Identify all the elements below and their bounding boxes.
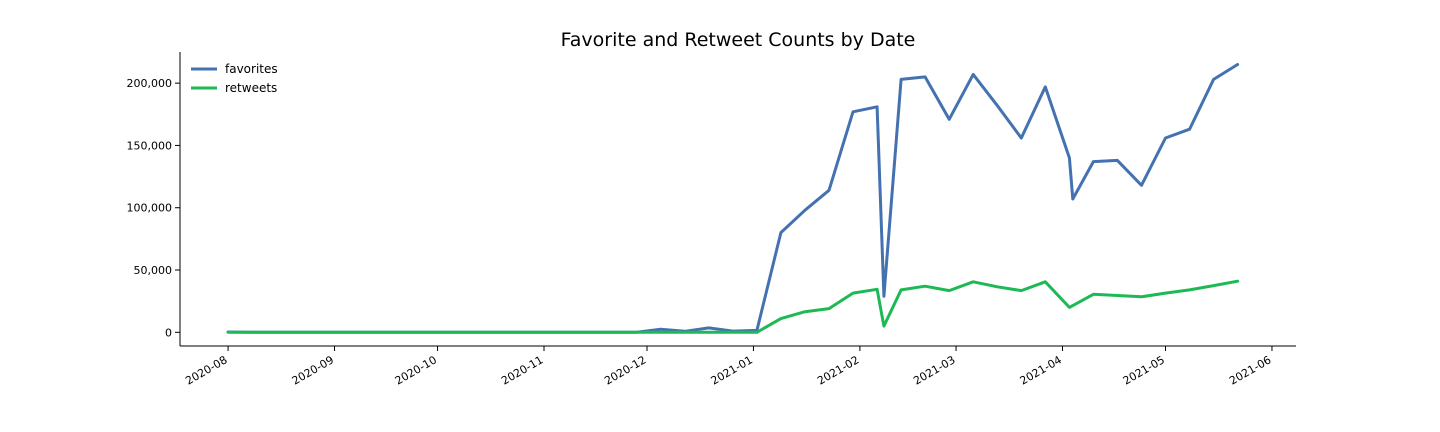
x-tick-label: 2021-02 xyxy=(815,353,861,387)
x-tick-label: 2020-12 xyxy=(602,353,648,387)
y-axis-ticks: 0 50,000 100,000 150,000 200,000 xyxy=(127,77,180,339)
y-tick-label: 200,000 xyxy=(127,77,173,90)
x-tick-label: 2020-11 xyxy=(499,353,545,387)
series-line-favorites xyxy=(226,63,1240,334)
x-tick-label: 2021-06 xyxy=(1227,353,1273,387)
x-tick-label: 2021-03 xyxy=(911,353,957,387)
x-tick-label: 2021-05 xyxy=(1121,353,1167,387)
x-tick-label: 2020-10 xyxy=(393,353,439,387)
x-tick-label: 2021-04 xyxy=(1018,353,1064,387)
legend: favorites retweets xyxy=(191,62,278,95)
chart-title: Favorite and Retweet Counts by Date xyxy=(561,29,916,51)
legend-label-retweets: retweets xyxy=(225,81,277,95)
y-tick-label: 100,000 xyxy=(127,202,173,215)
y-tick-label: 50,000 xyxy=(134,264,173,277)
x-tick-label: 2020-09 xyxy=(290,353,336,387)
y-tick-label: 150,000 xyxy=(127,139,173,152)
y-tick-label: 0 xyxy=(165,326,172,339)
axes xyxy=(179,52,1296,347)
x-tick-label: 2020-08 xyxy=(183,353,229,387)
legend-label-favorites: favorites xyxy=(225,62,278,76)
x-tick-label: 2021-01 xyxy=(709,353,755,387)
x-axis-ticks: 2020-08 2020-09 2020-10 2020-11 2020-12 2021-… xyxy=(183,346,1273,388)
plot-lines xyxy=(226,63,1240,334)
series-line-retweets xyxy=(226,279,1240,334)
